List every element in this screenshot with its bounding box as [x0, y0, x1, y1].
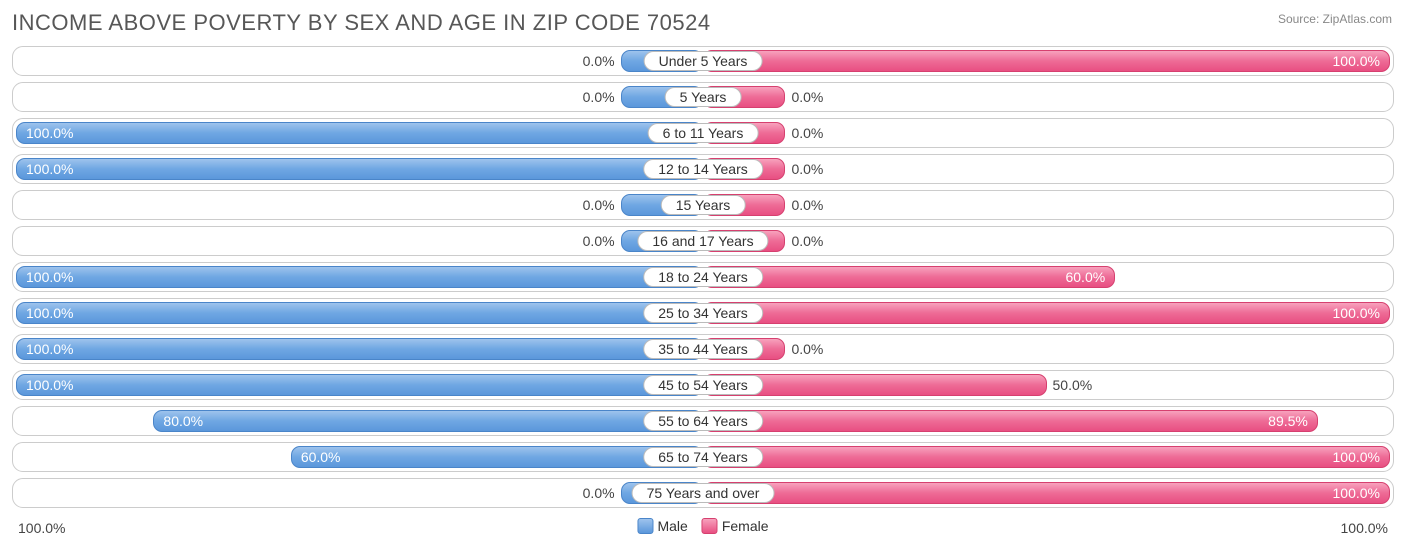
chart-row: 0.0% 0.0% 5 Years [12, 82, 1394, 112]
category-label: 16 and 17 Years [637, 231, 768, 251]
female-value-label: 0.0% [791, 341, 823, 357]
female-value-label: 60.0% [1065, 269, 1105, 285]
female-value-label: 50.0% [1053, 377, 1093, 393]
legend-item-male: Male [637, 518, 687, 534]
chart-row: 0.0% 100.0% 75 Years and over [12, 478, 1394, 508]
source-attribution: Source: ZipAtlas.com [1278, 12, 1392, 26]
chart-row: 0.0% 0.0% 16 and 17 Years [12, 226, 1394, 256]
chart-row: 60.0% 100.0% 65 to 74 Years [12, 442, 1394, 472]
chart-title: INCOME ABOVE POVERTY BY SEX AND AGE IN Z… [12, 10, 1394, 36]
male-value-label: 100.0% [26, 305, 73, 321]
female-value-label: 100.0% [1333, 485, 1380, 501]
chart-row: 0.0% 100.0% Under 5 Years [12, 46, 1394, 76]
male-bar [16, 122, 703, 144]
female-value-label: 0.0% [791, 161, 823, 177]
chart-footer: 100.0% Male Female 100.0% [12, 514, 1394, 544]
male-value-label: 100.0% [26, 341, 73, 357]
male-bar [16, 338, 703, 360]
male-bar [16, 158, 703, 180]
category-label: 5 Years [665, 87, 742, 107]
female-value-label: 0.0% [791, 233, 823, 249]
legend-male-label: Male [657, 518, 687, 534]
male-value-label: 100.0% [26, 125, 73, 141]
chart-row: 100.0% 0.0% 35 to 44 Years [12, 334, 1394, 364]
category-label: 6 to 11 Years [648, 123, 759, 143]
category-label: 75 Years and over [632, 483, 775, 503]
category-label: 12 to 14 Years [643, 159, 763, 179]
male-value-label: 0.0% [583, 233, 615, 249]
female-bar [703, 266, 1115, 288]
female-value-label: 100.0% [1333, 449, 1380, 465]
category-label: 15 Years [661, 195, 746, 215]
male-bar [16, 266, 703, 288]
female-swatch-icon [702, 518, 718, 534]
category-label: 55 to 64 Years [643, 411, 763, 431]
male-value-label: 100.0% [26, 377, 73, 393]
female-bar [703, 50, 1390, 72]
male-value-label: 0.0% [583, 53, 615, 69]
category-label: 65 to 74 Years [643, 447, 763, 467]
axis-label-left: 100.0% [18, 520, 65, 536]
male-value-label: 80.0% [163, 413, 203, 429]
female-bar [703, 482, 1390, 504]
male-value-label: 100.0% [26, 161, 73, 177]
female-value-label: 89.5% [1268, 413, 1308, 429]
chart-row: 100.0% 0.0% 6 to 11 Years [12, 118, 1394, 148]
axis-label-right: 100.0% [1341, 520, 1388, 536]
male-value-label: 100.0% [26, 269, 73, 285]
male-value-label: 0.0% [583, 197, 615, 213]
category-label: 45 to 54 Years [643, 375, 763, 395]
category-label: 35 to 44 Years [643, 339, 763, 359]
chart-row: 100.0% 0.0% 12 to 14 Years [12, 154, 1394, 184]
female-bar [703, 446, 1390, 468]
male-bar [16, 374, 703, 396]
male-bar [16, 302, 703, 324]
male-value-label: 0.0% [583, 89, 615, 105]
male-bar [291, 446, 703, 468]
female-value-label: 0.0% [791, 125, 823, 141]
chart-row: 80.0% 89.5% 55 to 64 Years [12, 406, 1394, 436]
category-label: Under 5 Years [644, 51, 763, 71]
female-value-label: 100.0% [1333, 305, 1380, 321]
male-value-label: 60.0% [301, 449, 341, 465]
female-value-label: 0.0% [791, 197, 823, 213]
legend-female-label: Female [722, 518, 769, 534]
male-value-label: 0.0% [583, 485, 615, 501]
female-bar [703, 302, 1390, 324]
diverging-bar-chart: 0.0% 100.0% Under 5 Years 0.0% 0.0% 5 Years 10… [12, 46, 1394, 508]
chart-row: 100.0% 100.0% 25 to 34 Years [12, 298, 1394, 328]
chart-row: 100.0% 60.0% 18 to 24 Years [12, 262, 1394, 292]
male-swatch-icon [637, 518, 653, 534]
legend: Male Female [637, 518, 768, 534]
male-bar [153, 410, 703, 432]
legend-item-female: Female [702, 518, 769, 534]
category-label: 25 to 34 Years [643, 303, 763, 323]
female-value-label: 100.0% [1333, 53, 1380, 69]
chart-row: 100.0% 50.0% 45 to 54 Years [12, 370, 1394, 400]
female-bar [703, 410, 1318, 432]
female-value-label: 0.0% [791, 89, 823, 105]
chart-row: 0.0% 0.0% 15 Years [12, 190, 1394, 220]
category-label: 18 to 24 Years [643, 267, 763, 287]
